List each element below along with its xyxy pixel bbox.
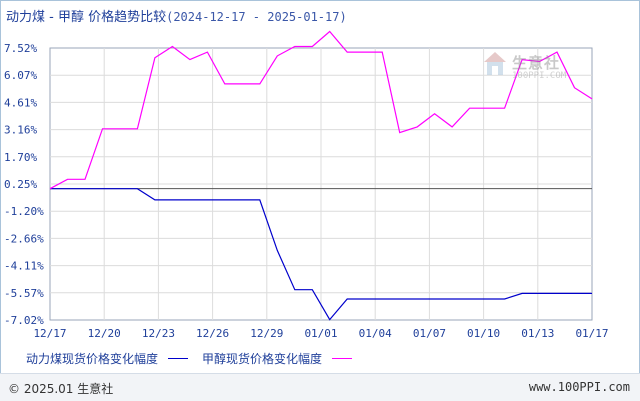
legend-swatch-coal — [168, 358, 189, 359]
footer-site-link[interactable]: www.100PPI.com — [528, 380, 630, 394]
x-tick-label: 01/13 — [521, 327, 554, 340]
x-tick-label: 12/20 — [88, 327, 121, 340]
chart-title: 动力煤 - 甲醇 价格趋势比较 (2024-12-17 - 2025-01-17… — [6, 6, 347, 26]
y-tick-label: 6.07% — [4, 69, 37, 82]
y-tick-label: 3.16% — [4, 124, 37, 137]
y-tick-label: 0.25% — [4, 178, 37, 191]
y-tick-label: 7.52% — [4, 42, 37, 55]
footer-bar: © 2025.01 生意社 www.100PPI.com — [0, 373, 640, 401]
footer-copyright: © 2025.01 生意社 — [8, 382, 114, 396]
x-tick-label: 01/04 — [359, 327, 392, 340]
y-tick-label: -1.20% — [4, 205, 44, 218]
watermark-url: 100PPI.COM — [512, 71, 567, 81]
series-line-1 — [49, 30, 593, 190]
y-tick-label: 4.61% — [4, 96, 37, 109]
x-tick-label: 01/01 — [304, 327, 337, 340]
series-line-0 — [50, 188, 592, 321]
watermark-name: 生意社 — [512, 54, 561, 72]
title-text: 动力煤 - 甲醇 价格趋势比较 — [6, 10, 167, 25]
watermark-logo: 生意社 100PPI.COM — [482, 50, 576, 86]
x-tick-label: 12/26 — [196, 327, 229, 340]
date-range: (2024-12-17 - 2025-01-17) — [166, 10, 347, 24]
x-tick-label: 12/29 — [250, 327, 283, 340]
chart-legend: 动力煤现货价格变化幅度 甲醇现货价格变化幅度 — [26, 350, 366, 367]
y-tick-label: -7.02% — [4, 314, 44, 327]
x-tick-label: 12/23 — [142, 327, 175, 340]
x-tick-label: 01/10 — [467, 327, 500, 340]
legend-label-methanol: 甲醇现货价格变化幅度 — [202, 352, 323, 366]
x-tick-label: 01/17 — [575, 327, 608, 340]
x-tick-label: 01/07 — [413, 327, 446, 340]
y-tick-label: -2.66% — [4, 232, 44, 245]
house-icon — [484, 52, 506, 75]
y-tick-label: 1.70% — [4, 151, 37, 164]
y-tick-label: -4.11% — [4, 260, 44, 273]
x-tick-label: 12/17 — [33, 327, 66, 340]
y-tick-label: -5.57% — [4, 287, 44, 300]
legend-label-coal: 动力煤现货价格变化幅度 — [26, 352, 159, 366]
legend-swatch-methanol — [332, 358, 353, 359]
